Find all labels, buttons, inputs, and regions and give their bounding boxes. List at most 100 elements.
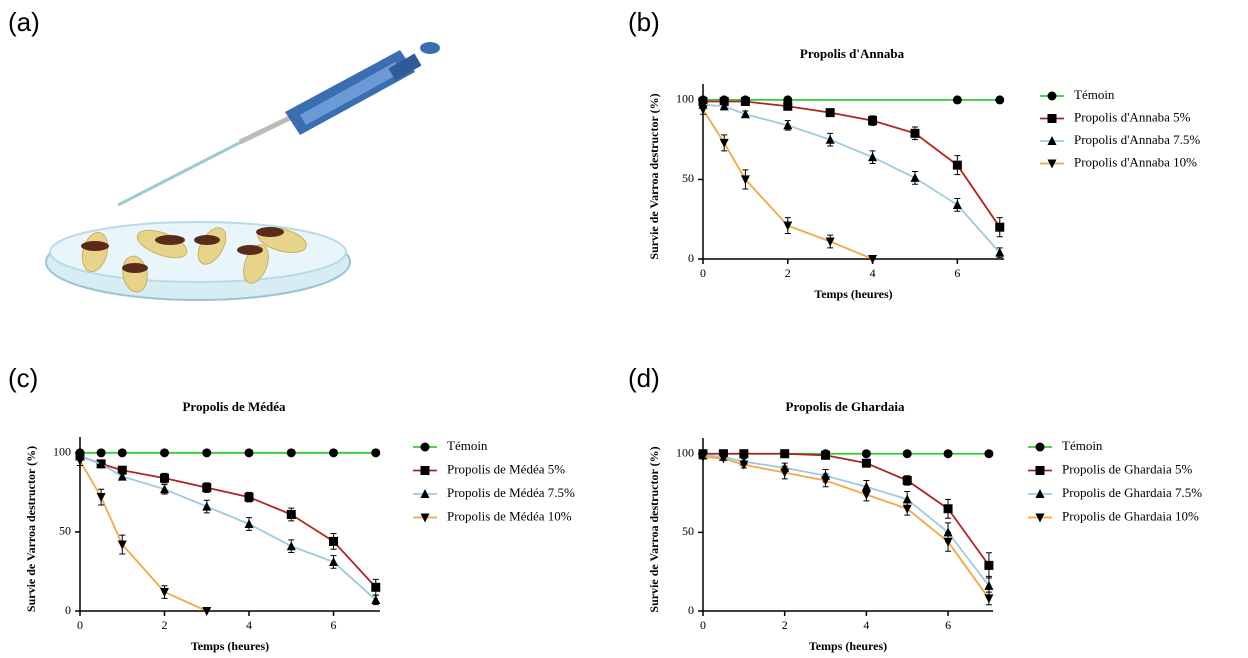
- marker: [719, 138, 729, 148]
- marker: [739, 460, 749, 470]
- marker: [202, 483, 212, 493]
- series-line: [702, 455, 990, 599]
- marker: [902, 504, 912, 514]
- marker: [719, 101, 729, 111]
- marker: [329, 557, 339, 567]
- marker: [371, 448, 381, 458]
- marker: [902, 449, 912, 459]
- marker: [984, 449, 994, 459]
- marker: [286, 541, 296, 551]
- marker: [984, 594, 994, 604]
- marker: [202, 501, 212, 511]
- marker: [420, 466, 430, 475]
- x-tick-label: 6: [945, 618, 951, 632]
- marker: [1035, 466, 1045, 475]
- marker: [910, 172, 920, 182]
- legend-label: Propolis d'Annaba 10%: [1074, 154, 1197, 169]
- marker: [371, 582, 381, 592]
- marker: [740, 97, 750, 106]
- marker: [244, 448, 254, 458]
- marker: [117, 540, 127, 550]
- marker: [861, 458, 871, 468]
- marker: [96, 448, 106, 458]
- marker: [740, 109, 750, 119]
- marker: [420, 489, 430, 499]
- marker: [825, 108, 835, 118]
- legend-label: Propolis de Ghardaia 7.5%: [1062, 485, 1202, 500]
- marker: [952, 95, 962, 105]
- marker: [868, 254, 878, 264]
- series-line: [702, 108, 873, 260]
- marker: [868, 152, 878, 162]
- marker: [740, 175, 750, 185]
- marker: [1035, 442, 1045, 452]
- marker: [780, 449, 790, 459]
- marker: [821, 476, 831, 486]
- marker: [202, 606, 212, 616]
- marker: [910, 128, 920, 138]
- marker: [995, 247, 1005, 257]
- marker: [825, 237, 835, 247]
- marker: [984, 560, 994, 570]
- marker: [952, 199, 962, 209]
- panel-label: (b): [628, 7, 660, 37]
- series-line: [702, 454, 990, 587]
- x-tick-label: 4: [246, 618, 252, 632]
- marker: [783, 221, 793, 231]
- marker: [420, 442, 430, 452]
- marker: [202, 448, 212, 458]
- marker: [1035, 489, 1045, 499]
- marker: [117, 448, 127, 458]
- y-tick-label: 50: [682, 524, 694, 538]
- marker: [96, 493, 106, 503]
- marker: [1047, 91, 1057, 101]
- x-tick-label: 2: [785, 266, 791, 280]
- y-axis-title: Survie de Varroa destructor (%): [647, 446, 661, 612]
- marker: [160, 448, 170, 458]
- marker: [244, 519, 254, 529]
- legend-label: Témoin: [1062, 438, 1103, 453]
- x-tick-label: 2: [782, 618, 788, 632]
- x-tick-label: 4: [870, 266, 876, 280]
- marker: [117, 471, 127, 481]
- marker: [1047, 114, 1057, 123]
- marker: [75, 456, 85, 466]
- marker: [698, 105, 708, 115]
- y-tick-label: 100: [676, 445, 694, 459]
- marker: [943, 537, 953, 547]
- x-axis-title: Temps (heures): [191, 639, 269, 653]
- y-axis-title: Survie de Varroa destructor (%): [647, 93, 661, 259]
- marker: [1047, 159, 1057, 169]
- marker: [420, 513, 430, 523]
- marker: [244, 492, 254, 502]
- marker: [160, 473, 170, 483]
- legend-label: Propolis de Ghardaia 5%: [1062, 461, 1193, 476]
- marker: [286, 510, 296, 520]
- marker: [96, 458, 106, 468]
- marker: [1047, 136, 1057, 146]
- x-tick-label: 6: [954, 266, 960, 280]
- marker: [821, 450, 831, 460]
- x-tick-label: 0: [700, 266, 706, 280]
- legend-label: Propolis de Médéa 5%: [447, 461, 565, 476]
- panel-label: (a): [8, 7, 40, 37]
- marker: [160, 484, 170, 494]
- panel-label: (d): [628, 363, 660, 393]
- x-axis-title: Temps (heures): [814, 287, 892, 301]
- x-tick-label: 0: [700, 618, 706, 632]
- marker: [698, 452, 708, 462]
- marker: [160, 587, 170, 597]
- x-tick-label: 0: [77, 618, 83, 632]
- legend-label: Propolis de Ghardaia 10%: [1062, 508, 1199, 523]
- marker: [783, 101, 793, 111]
- y-tick-label: 0: [688, 251, 694, 265]
- marker: [995, 95, 1005, 105]
- marker: [902, 494, 912, 504]
- marker: [995, 222, 1005, 232]
- marker: [780, 468, 790, 478]
- marker: [861, 490, 871, 500]
- marker: [943, 504, 953, 514]
- marker: [371, 594, 381, 604]
- marker: [286, 448, 296, 458]
